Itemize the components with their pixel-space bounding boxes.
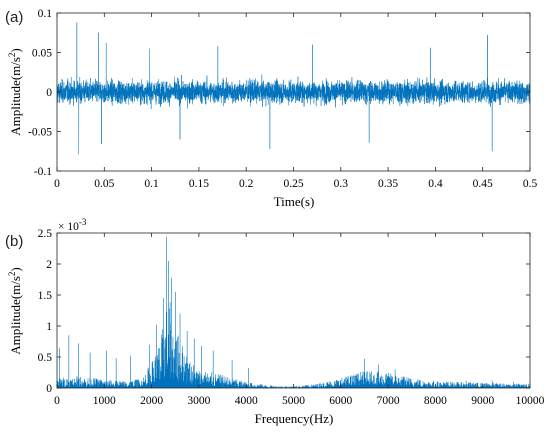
panel-a-x-tick-label: 0.1 — [144, 178, 159, 190]
panel-a-label: (a) — [5, 9, 23, 26]
panel-b-x-tick-label: 0 — [54, 395, 60, 407]
panel-a-x-tick-label: 0.45 — [473, 178, 493, 190]
panel-b-y-ticks: 0 0.5 1 1.5 2 2.5 — [38, 228, 530, 395]
panel-a-x-tick-label: 0.2 — [239, 178, 254, 190]
spectrum-bars — [56, 236, 531, 388]
panel-a-x-tick-label: 0.25 — [283, 178, 303, 190]
panel-a-y-tick-label: -0.05 — [28, 127, 52, 139]
panel-b-y-tick-label: 1 — [46, 321, 52, 333]
panel-a-x-axis-label: Time(s) — [274, 194, 315, 209]
panel-a-ylabel-sup: 2 — [7, 53, 17, 58]
panel-a-y-tick-label: -0.1 — [34, 166, 52, 178]
panel-b-ylabel-sup: 2 — [7, 272, 17, 277]
panel-b-y-tick-label: 0 — [46, 383, 52, 395]
panel-a-x-tick-label: 0.3 — [334, 178, 349, 190]
svg-text:Amplitude(m/s2): Amplitude(m/s2) — [7, 267, 23, 355]
panel-a-y-tick-label: 0 — [46, 87, 52, 99]
panel-b-frame — [56, 232, 531, 389]
panel-b-ylabel-close: ) — [8, 267, 23, 271]
panel-b-x-tick-label: 6000 — [329, 395, 352, 407]
panel-b-x-tick-label: 10000 — [516, 395, 545, 407]
panel-a-y-axis-label: Amplitude(m/s2) — [7, 48, 23, 136]
panel-b-x-tick-label: 5000 — [282, 395, 305, 407]
panel-a-y-tick-label: 0.05 — [32, 48, 52, 60]
panel-b-y-axis-label: Amplitude(m/s2) — [7, 267, 23, 355]
panel-b-x-ticks: 0 1000 2000 3000 4000 5000 6000 7000 8000 9000 100… — [54, 233, 545, 407]
panel-a-x-tick-label: 0.05 — [94, 178, 114, 190]
panel-b-x-tick-label: 9000 — [471, 395, 494, 407]
panel-b-label: (b) — [5, 233, 23, 250]
panel-a-x-tick-label: 0.35 — [378, 178, 398, 190]
panel-a-ylabel-main: Amplitude(m/s — [8, 57, 23, 136]
panel-b-ylabel-main: Amplitude(m/s — [8, 276, 23, 355]
panel-b-y-scale-factor: × 10-3 — [58, 217, 87, 233]
panel-b-y-tick-label: 2.5 — [38, 228, 53, 240]
panel-b-scale-exponent: -3 — [79, 217, 87, 227]
panel-b-scale-base: × 10 — [58, 221, 79, 233]
panel-b-x-axis-label: Frequency(Hz) — [255, 411, 334, 426]
panel-a-x-tick-label: 0.4 — [428, 178, 443, 190]
time-signal-line — [56, 22, 531, 155]
panel-b-y-tick-label: 1.5 — [38, 290, 53, 302]
panel-a-x-ticks: 0 0.05 0.1 0.15 0.2 0.25 0.3 0.35 0.4 0.45 0.5 — [54, 13, 537, 190]
panel-a-y-ticks: -0.1 -0.05 0 0.05 0.1 — [28, 8, 530, 178]
panel-a-x-tick-label: 0.15 — [189, 178, 209, 190]
panel-b-x-tick-label: 8000 — [424, 395, 447, 407]
panel-a-x-tick-label: 0 — [54, 178, 60, 190]
panel-b-x-tick-label: 1000 — [93, 395, 116, 407]
panel-b-x-tick-label: 7000 — [377, 395, 400, 407]
panel-b-y-tick-label: 2 — [46, 259, 52, 271]
panel-a-time-signal: 0 0.05 0.1 0.15 0.2 0.25 0.3 0.35 0.4 0.45 0.5 -0.… — [28, 8, 537, 190]
spectrum-lines — [56, 236, 531, 388]
panel-b-x-tick-label: 4000 — [235, 395, 258, 407]
panel-b-y-tick-label: 0.5 — [38, 352, 53, 364]
panel-b-x-tick-label: 2000 — [140, 395, 163, 407]
panel-a-x-tick-label: 0.5 — [523, 178, 538, 190]
time-signal-trace — [56, 22, 531, 155]
panel-b-spectrum: 0 1000 2000 3000 4000 5000 6000 7000 8000 9000 100… — [38, 228, 545, 407]
panel-b-x-tick-label: 3000 — [187, 395, 210, 407]
panel-a-y-tick-label: 0.1 — [38, 8, 53, 20]
panel-a-ylabel-close: ) — [8, 48, 23, 52]
svg-text:Amplitude(m/s2): Amplitude(m/s2) — [7, 48, 23, 136]
